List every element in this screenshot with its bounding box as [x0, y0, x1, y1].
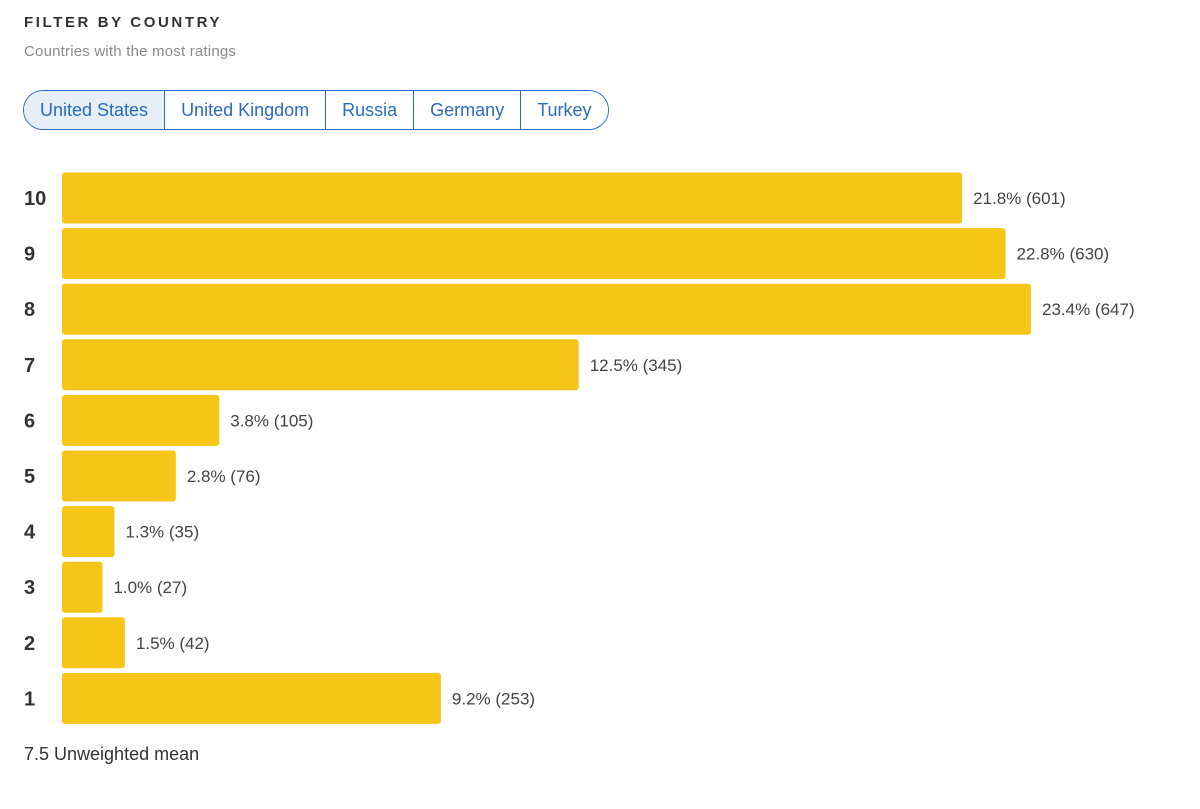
rating-label: 2 — [24, 633, 35, 655]
bar-value-label: 3.8% (105) — [230, 411, 313, 430]
rating-bar[interactable] — [62, 172, 963, 224]
rating-bar[interactable] — [62, 339, 579, 391]
bar-value-label: 1.5% (42) — [136, 634, 210, 653]
rating-bar[interactable] — [62, 394, 220, 446]
bar-value-label: 9.2% (253) — [452, 689, 535, 708]
rating-bar[interactable] — [62, 450, 176, 502]
rating-label: 8 — [24, 299, 35, 321]
rating-bar[interactable] — [62, 617, 125, 669]
rating-label: 3 — [24, 577, 35, 599]
tab-united-kingdom[interactable]: United Kingdom — [164, 91, 326, 129]
rating-bar[interactable] — [62, 283, 1031, 335]
tab-russia[interactable]: Russia — [325, 91, 414, 129]
rating-label: 6 — [24, 410, 35, 432]
bar-value-label: 1.0% (27) — [113, 578, 187, 597]
rating-label: 10 — [24, 188, 46, 210]
rating-label: 4 — [24, 522, 36, 544]
tab-germany[interactable]: Germany — [413, 91, 521, 129]
tab-united-states[interactable]: United States — [24, 91, 165, 129]
section-title: FILTER BY COUNTRY — [24, 14, 223, 31]
bar-value-label: 21.8% (601) — [973, 189, 1066, 208]
tab-turkey[interactable]: Turkey — [520, 91, 608, 129]
rating-label: 1 — [24, 688, 35, 710]
rating-distribution-chart: 10 21.8% (601)9 22.8% (630)8 23.4% (647)7 12… — [24, 172, 1135, 724]
unweighted-mean-text: 7.5 Unweighted mean — [24, 744, 200, 764]
bar-value-label: 1.3% (35) — [125, 523, 199, 542]
bar-value-label: 12.5% (345) — [590, 356, 683, 375]
bar-value-label: 23.4% (647) — [1042, 300, 1135, 319]
rating-label: 9 — [24, 244, 35, 266]
rating-bar[interactable] — [62, 506, 115, 558]
rating-bar[interactable] — [62, 561, 103, 613]
rating-label: 7 — [24, 355, 35, 377]
bar-value-label: 22.8% (630) — [1017, 245, 1110, 264]
country-filter-tabs: United States United Kingdom Russia Germ… — [23, 90, 609, 130]
section-subtitle: Countries with the most ratings — [24, 43, 237, 60]
rating-bar[interactable] — [62, 672, 441, 724]
rating-label: 5 — [24, 466, 35, 488]
rating-bar[interactable] — [62, 228, 1006, 280]
bar-value-label: 2.8% (76) — [187, 467, 261, 486]
